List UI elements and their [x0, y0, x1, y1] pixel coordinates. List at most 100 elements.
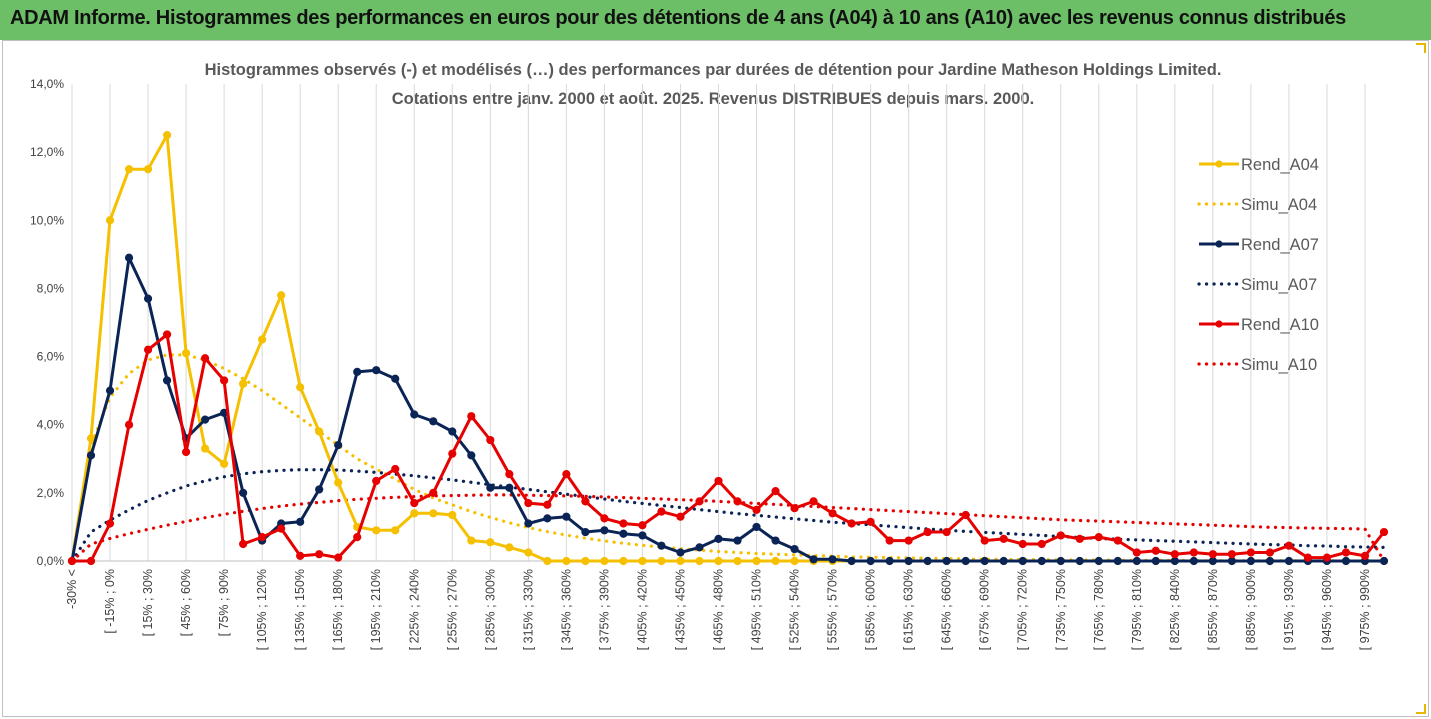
data-point	[296, 383, 305, 392]
data-point	[638, 531, 647, 540]
y-tick-label: 2,0%	[37, 486, 65, 500]
data-point	[467, 451, 476, 460]
x-axis: -30% < [ -15% ; 0% [ 15% ; 30% [ 45% ; 60% […	[65, 569, 1372, 650]
data-point	[143, 345, 153, 354]
data-point	[828, 555, 837, 564]
data-point	[1208, 550, 1217, 559]
data-point	[1379, 556, 1389, 566]
data-point	[239, 379, 248, 388]
data-point	[391, 374, 400, 383]
data-point	[1037, 556, 1046, 566]
chart-legend: Rend_A04 Simu_A04 Rend_A07 Simu_A07 Rend_A10…	[1197, 156, 1319, 374]
x-tick-label: [ 105% ; 120%	[255, 569, 269, 650]
x-tick-label: [ 225% ; 240%	[407, 569, 421, 650]
legend-entry: Simu_A04	[1197, 196, 1317, 214]
x-tick-label: [ 75% ; 90%	[217, 569, 231, 636]
chart-subtitle: Cotations entre janv. 2000 et août. 2025…	[392, 90, 1035, 108]
legend-entry: Rend_A07	[1199, 236, 1319, 254]
series-line	[70, 493, 1386, 563]
data-point	[695, 556, 704, 566]
x-tick-label: [ 855% ; 870%	[1206, 569, 1220, 650]
series-line	[70, 133, 1384, 563]
data-point	[162, 330, 172, 339]
legend-marker	[1215, 320, 1223, 328]
data-point	[1246, 548, 1255, 557]
data-point	[353, 367, 362, 377]
data-point	[1227, 556, 1236, 566]
data-point	[105, 216, 115, 225]
data-point	[847, 556, 856, 566]
x-tick-label: [ 405% ; 420%	[635, 569, 649, 650]
series-simu-a10	[70, 493, 1386, 563]
chart-canvas: Histogrammes observés (-) et modélisés (…	[30, 61, 1389, 650]
data-point	[961, 556, 970, 566]
y-tick-label: 10,0%	[30, 213, 64, 227]
x-tick-label: [ 525% ; 540%	[788, 569, 802, 650]
data-point	[162, 131, 172, 140]
data-point	[600, 556, 609, 566]
data-point	[391, 526, 400, 535]
legend-entry: Simu_A10	[1197, 356, 1317, 374]
data-point	[486, 483, 495, 492]
data-point	[296, 517, 305, 526]
data-point	[201, 354, 210, 363]
data-point	[258, 335, 267, 344]
data-point	[124, 420, 134, 429]
data-point	[201, 444, 210, 453]
data-point	[86, 434, 96, 443]
report-banner: ADAM Informe. Histogrammes des performan…	[0, 0, 1431, 40]
data-point	[1170, 550, 1179, 559]
frame-corner-top-right	[1416, 43, 1426, 53]
series-line	[72, 332, 1386, 563]
data-point	[904, 556, 913, 566]
data-point	[923, 556, 932, 566]
data-point	[1284, 556, 1294, 566]
data-point	[1075, 534, 1084, 543]
data-point	[448, 427, 457, 436]
data-point	[714, 556, 723, 566]
data-point	[201, 415, 210, 424]
data-point	[1113, 536, 1122, 545]
data-point	[1265, 556, 1275, 566]
data-point	[124, 253, 134, 262]
data-point	[105, 386, 115, 395]
data-point	[581, 497, 590, 506]
data-point	[1341, 548, 1351, 557]
data-point	[1037, 539, 1046, 549]
series-rend-a07	[67, 253, 1389, 566]
legend-entry: Rend_A10	[1199, 316, 1319, 334]
data-point	[695, 497, 704, 506]
series-line	[70, 256, 1384, 563]
data-point	[733, 536, 742, 545]
data-point	[1189, 556, 1198, 566]
data-point	[619, 519, 628, 528]
y-tick-label: 8,0%	[37, 281, 65, 295]
data-point	[486, 435, 495, 445]
legend-label: Rend_A10	[1241, 316, 1319, 334]
report-title: ADAM Informe. Histogrammes des performan…	[10, 7, 1346, 29]
data-point	[600, 514, 609, 523]
data-point	[372, 366, 381, 375]
data-point	[733, 497, 742, 506]
data-point	[657, 556, 666, 566]
data-point	[239, 488, 248, 497]
data-point	[505, 470, 514, 479]
x-tick-label: -30% <	[65, 569, 79, 609]
chart-title: Histogrammes observés (-) et modélisés (…	[205, 61, 1222, 79]
data-point	[752, 556, 761, 566]
data-point	[980, 536, 989, 545]
data-point	[638, 556, 647, 566]
data-point	[239, 539, 248, 549]
data-point	[847, 519, 856, 528]
data-point	[790, 544, 799, 554]
data-point	[296, 551, 305, 560]
data-point	[1018, 556, 1027, 566]
data-point	[866, 517, 875, 526]
data-point	[980, 556, 989, 566]
data-point	[1360, 551, 1370, 560]
data-point	[657, 541, 666, 550]
data-point	[1018, 539, 1027, 549]
data-point	[429, 417, 438, 426]
frame-corner-bottom-right	[1416, 704, 1426, 714]
x-tick-label: [ 825% ; 840%	[1168, 569, 1182, 650]
